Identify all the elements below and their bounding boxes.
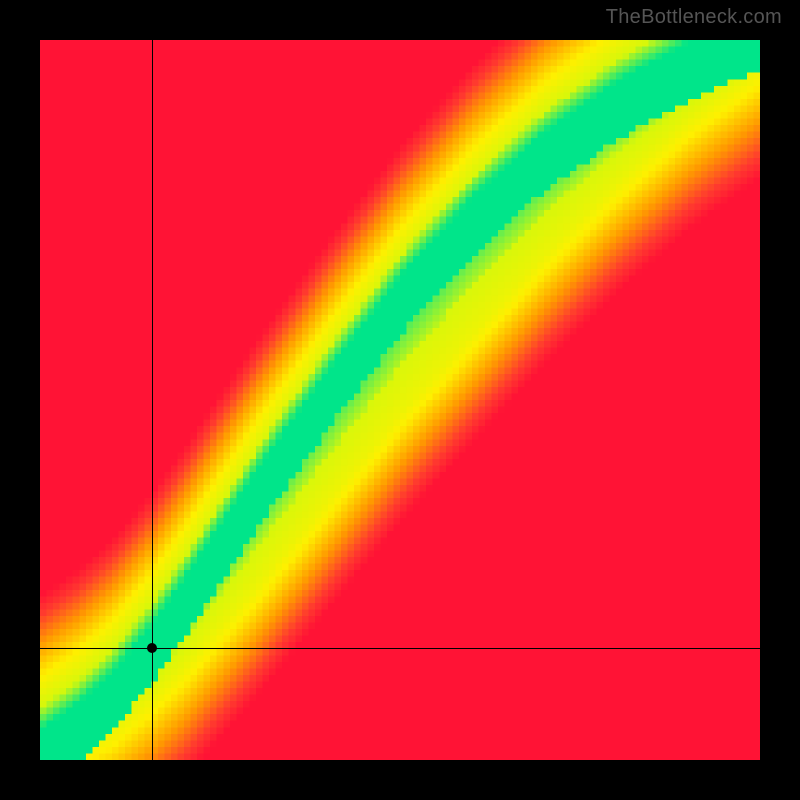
watermark-text: TheBottleneck.com	[606, 6, 782, 29]
plot-area	[40, 40, 760, 760]
marker-point	[147, 643, 157, 653]
chart-container: TheBottleneck.com	[0, 0, 800, 800]
